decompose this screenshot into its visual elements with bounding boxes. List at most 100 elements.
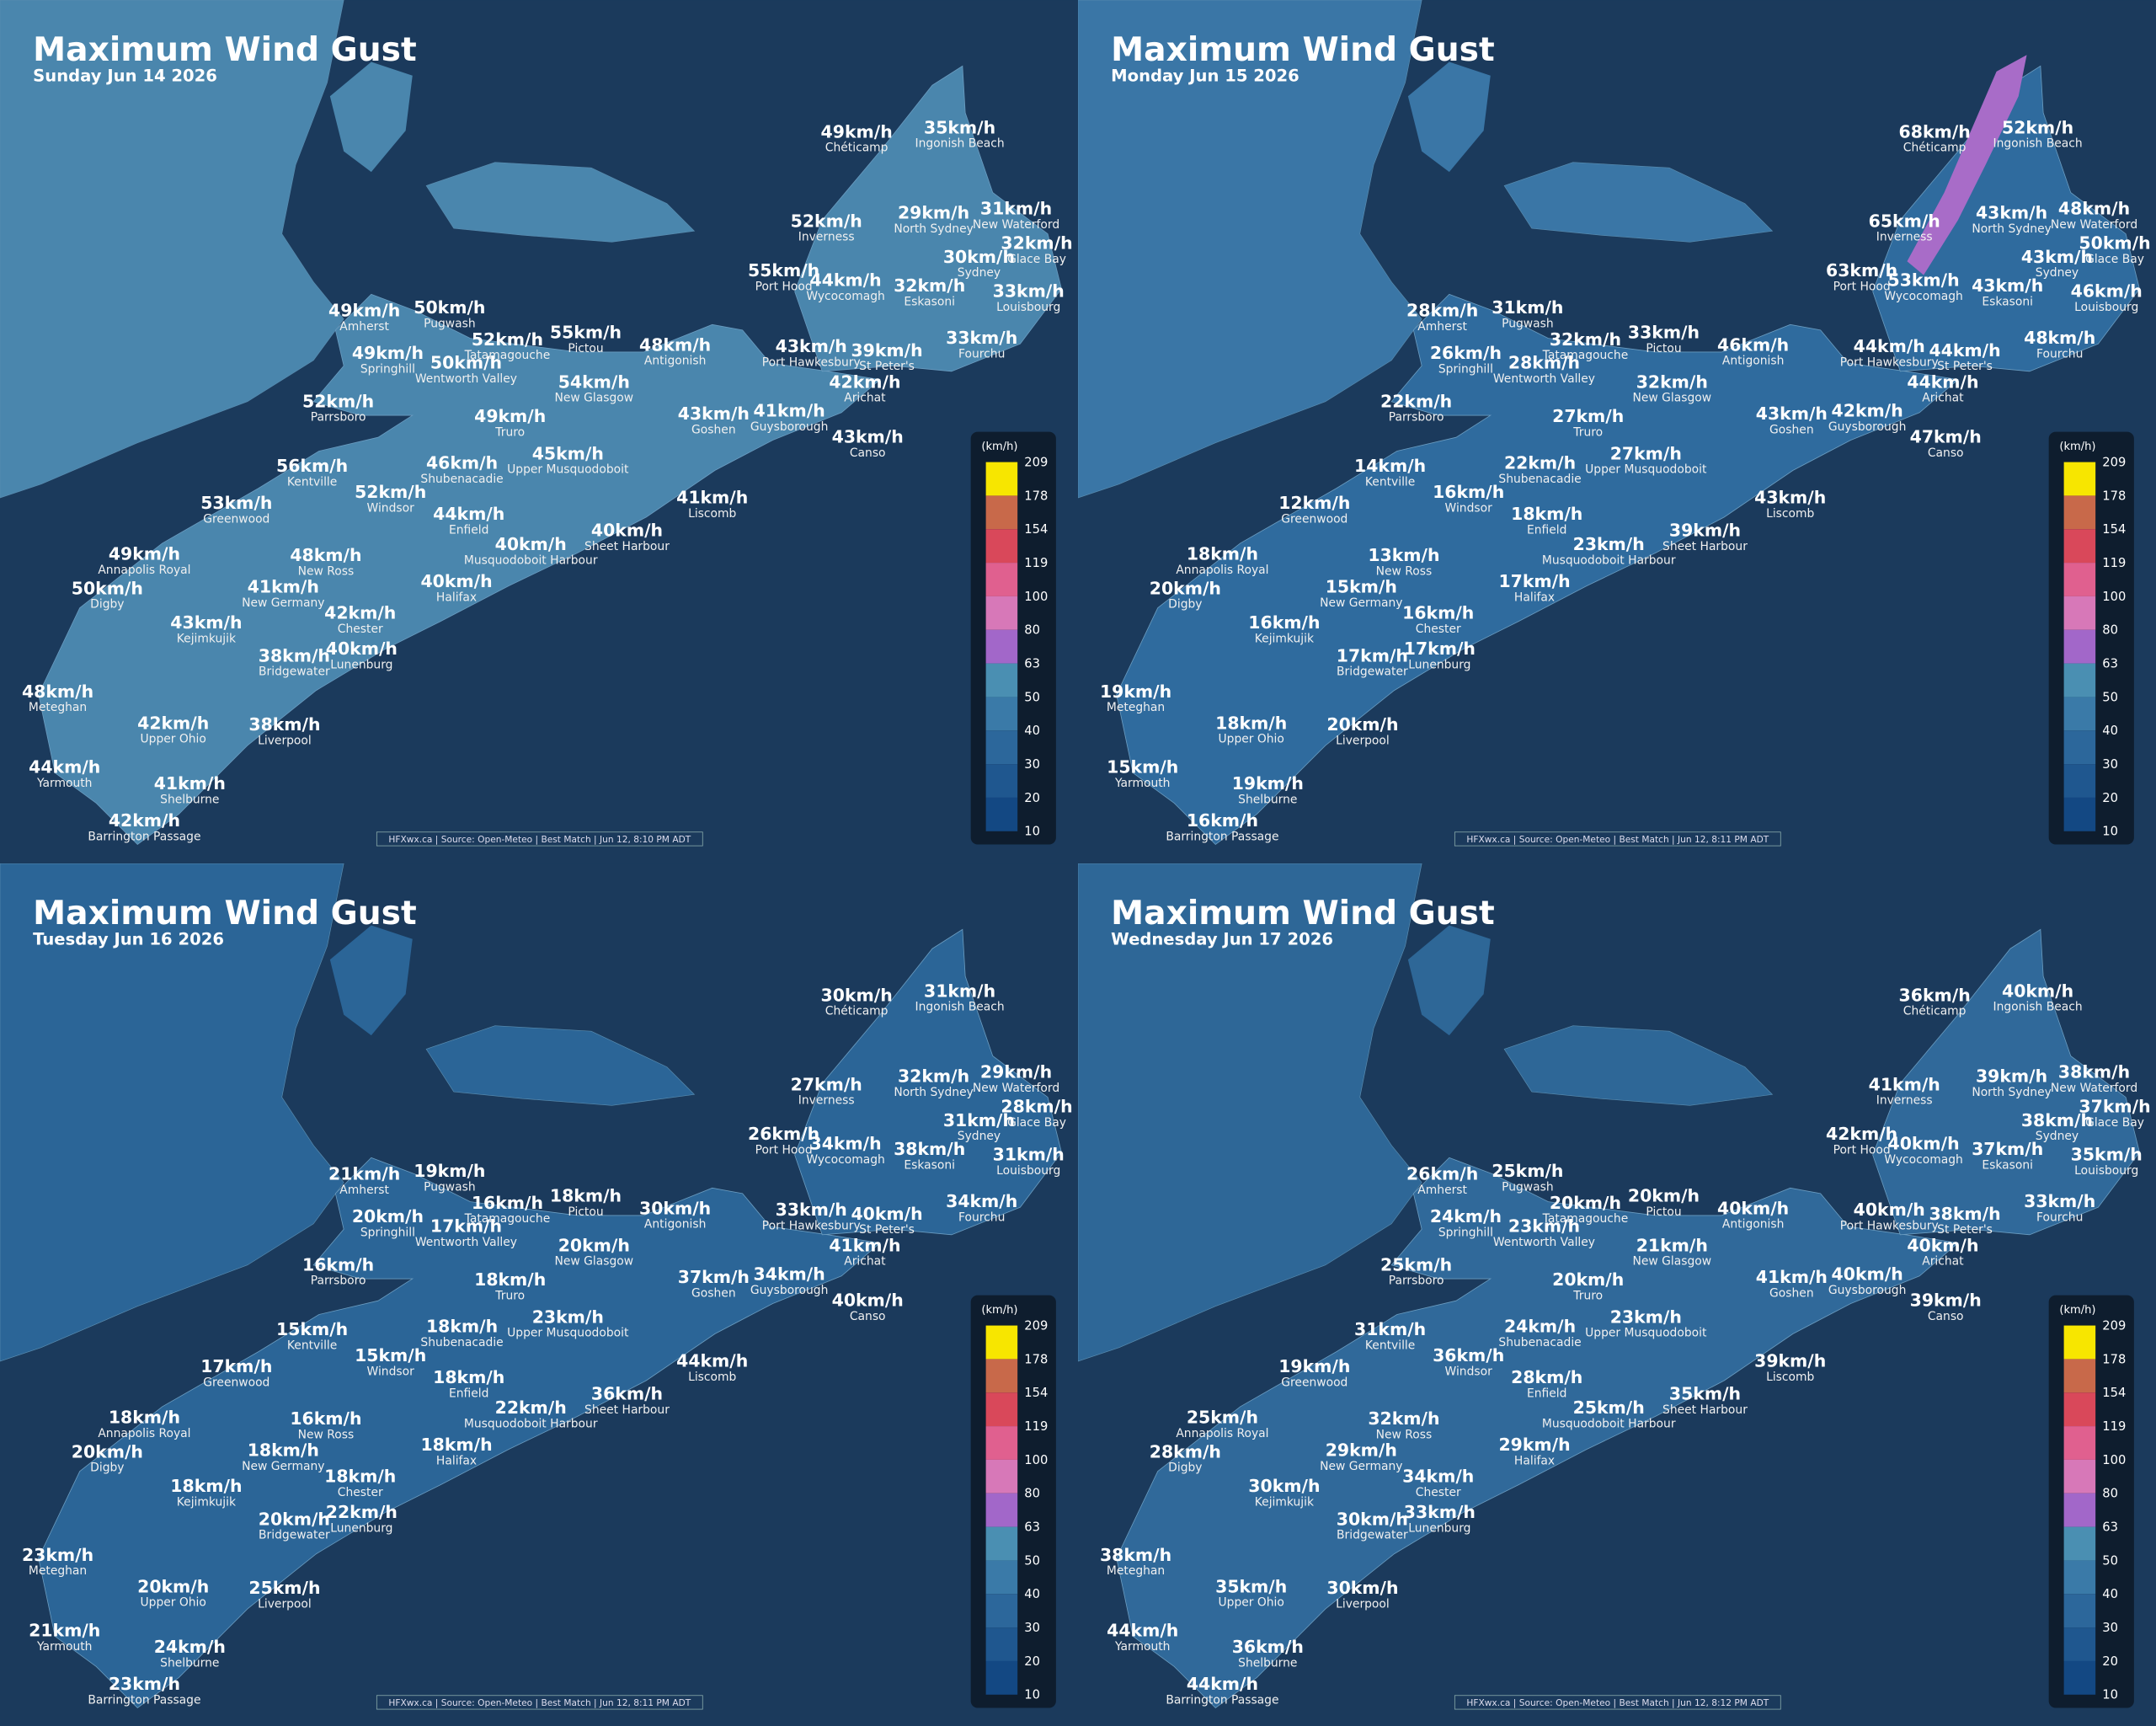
gust-value: 18km/h [1511,504,1582,524]
station-name: Antigonish [644,355,706,368]
gust-value: 21km/h [328,1163,400,1184]
station-name: Liverpool [1336,1597,1390,1611]
legend-label: 50 [2102,1553,2118,1568]
gust-value: 44km/h [1187,1674,1258,1694]
gust-value: 38km/h [894,1139,965,1159]
station-name: Amherst [339,1183,389,1196]
station-name: New Germany [1320,596,1402,610]
gust-value: 16km/h [1433,482,1504,502]
legend-swatch [2063,730,2096,765]
legend-swatch [985,629,1018,664]
legend-label: 80 [2102,623,2118,638]
station-name: Chester [1416,1486,1461,1499]
gust-value: 18km/h [170,1476,242,1496]
station-name: Sheet Harbour [584,540,670,553]
station-name: Glace Bay [2085,253,2144,266]
gust-value: 28km/h [1511,1367,1582,1387]
station-name: Goshen [1769,423,1814,436]
gust-value: 20km/h [1550,1192,1621,1212]
gust-value: 40km/h [2002,981,2073,1001]
station-name: Greenwood [1281,512,1348,526]
gust-value: 39km/h [1754,1350,1826,1371]
legend-swatch [985,1559,1018,1594]
gust-value: 29km/h [980,1061,1052,1082]
legend-swatch [985,663,1018,697]
station-name: Shelburne [1238,1656,1297,1670]
gust-value: 33km/h [1628,323,1700,343]
legend-unit: (km/h) [981,1303,1017,1316]
gust-value: 43km/h [2021,247,2093,267]
legend-swatch [2063,1493,2096,1527]
gust-value: 42km/h [109,810,180,831]
station-name: Port Hawkesbury [1840,355,1939,369]
pei [1503,162,1774,243]
legend-unit: (km/h) [981,441,1017,453]
station-name: Wycocomagh [806,1152,884,1166]
legend-label: 80 [1024,623,1040,638]
gust-value: 35km/h [2071,1144,2143,1164]
station-name: Meteghan [1107,1564,1165,1578]
gust-value: 20km/h [352,1206,424,1226]
gust-value: 40km/h [851,1203,922,1223]
station-name: Tatamagouche [464,349,551,362]
gust-value: 52km/h [355,482,426,502]
gust-value: 13km/h [1368,545,1439,565]
gust-value: 39km/h [1910,1290,1982,1310]
gust-value: 25km/h [1573,1397,1645,1418]
station-name: Parrsboro [1389,1274,1444,1287]
station-name: Sheet Harbour [1662,540,1748,553]
footer: HFXwx.ca | Source: Open-Meteo | Best Mat… [388,1697,691,1708]
station-name: Wycocomagh [1884,290,1962,303]
legend-swatch [2063,1559,2096,1594]
legend-label: 100 [2102,590,2126,604]
legend-swatch [985,563,1018,596]
gust-value: 41km/h [1869,1074,1940,1094]
station-name: Greenwood [203,1376,270,1389]
station-name: Musquodoboit Harbour [1542,553,1676,567]
gust-value: 31km/h [924,981,995,1001]
station-name: Port Hood [755,280,813,293]
footer-box [1454,1694,1781,1709]
station-name: Antigonish [1722,1217,1784,1231]
legend-label: 10 [1024,1687,1040,1702]
station-name: Glace Bay [1007,253,1066,266]
station-name: New Ross [298,564,355,578]
station-name: Amherst [1417,320,1467,334]
gust-value: 38km/h [248,714,320,735]
nova-scotia [38,293,881,845]
station-name: Annapolis Royal [98,1426,190,1440]
gust-value: 68km/h [1899,121,1971,142]
gust-value: 50km/h [430,353,502,373]
station-name: Glace Bay [1007,1115,1066,1129]
gust-value: 40km/h [832,1290,904,1310]
gust-value: 24km/h [1504,1316,1576,1336]
gust-value: 16km/h [1402,603,1474,623]
gust-value: 30km/h [639,1198,711,1218]
gust-value: 43km/h [1756,403,1828,424]
station-name: Yarmouth [36,777,93,790]
gust-value: 46km/h [426,453,498,473]
gust-value: 37km/h [678,1266,750,1286]
station-name: Upper Musquodoboit [507,1326,629,1339]
station-name: Shelburne [1238,793,1297,806]
station-name: Yarmouth [36,1639,93,1653]
station-name: Kejimkujik [1255,1495,1314,1509]
station-name: Yarmouth [1114,1639,1171,1653]
legend-label: 63 [1024,656,1040,671]
legend-label: 100 [2102,1452,2126,1467]
station-name: Digby [1168,1461,1202,1474]
gust-value: 40km/h [326,639,398,659]
station-name: Upper Ohio [1219,1595,1284,1609]
station-name: Sydney [2036,1130,2079,1143]
station-name: Port Hood [1833,280,1891,293]
gust-value: 38km/h [259,645,330,665]
gust-value: 18km/h [248,1440,319,1460]
title: Maximum Wind Gust [1111,31,1495,69]
station-name: Shubenacadie [420,1336,503,1349]
gust-value: 48km/h [639,334,711,355]
gust-value: 42km/h [324,603,396,623]
gust-value: 44km/h [676,1350,748,1371]
gust-value: 20km/h [1150,578,1221,598]
gust-value: 22km/h [326,1502,398,1522]
